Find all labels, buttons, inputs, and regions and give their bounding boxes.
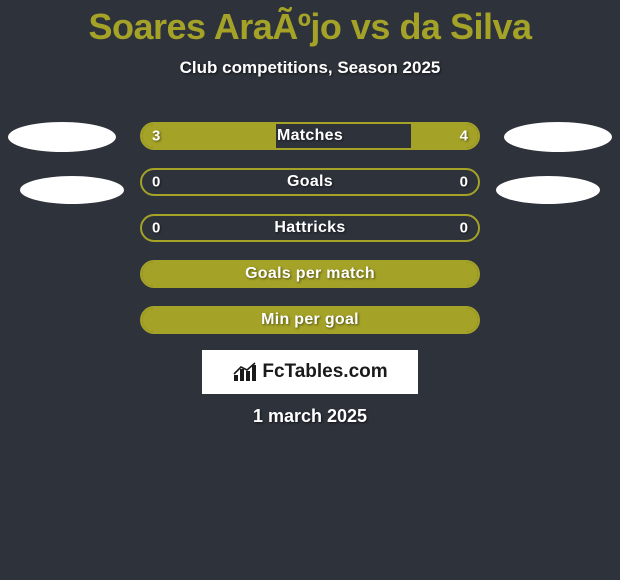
date-label: 1 march 2025	[0, 406, 620, 427]
player-left-avatar-placeholder	[8, 122, 116, 152]
stat-row-matches-right-val: 4	[460, 128, 468, 145]
stat-row-min-per-goal-label: Min per goal	[142, 311, 478, 329]
stat-row-goals-right-val: 0	[460, 174, 468, 191]
player-right-flag-placeholder	[496, 176, 600, 204]
stat-row-goals-per-match-label: Goals per match	[142, 265, 478, 283]
stat-row-goals: 0 Goals 0	[140, 168, 480, 196]
fctables-logo: FcTables.com	[202, 350, 418, 394]
page-title: Soares AraÃºjo vs da Silva	[0, 0, 620, 48]
fctables-logo-text: FcTables.com	[262, 361, 387, 383]
stat-row-min-per-goal: Min per goal	[140, 306, 480, 334]
stat-rows: 3 Matches 4 0 Goals 0 0 Hattricks 0 Goal…	[140, 122, 480, 352]
stat-row-hattricks-label: Hattricks	[142, 219, 478, 237]
fctables-bars-icon	[232, 361, 258, 383]
stat-row-goals-per-match: Goals per match	[140, 260, 480, 288]
stat-row-hattricks: 0 Hattricks 0	[140, 214, 480, 242]
stat-row-matches-label: Matches	[142, 127, 478, 145]
player-right-avatar-placeholder	[504, 122, 612, 152]
stat-row-hattricks-right-val: 0	[460, 220, 468, 237]
stat-row-goals-label: Goals	[142, 173, 478, 191]
stat-row-matches: 3 Matches 4	[140, 122, 480, 150]
player-left-flag-placeholder	[20, 176, 124, 204]
subtitle: Club competitions, Season 2025	[0, 58, 620, 78]
